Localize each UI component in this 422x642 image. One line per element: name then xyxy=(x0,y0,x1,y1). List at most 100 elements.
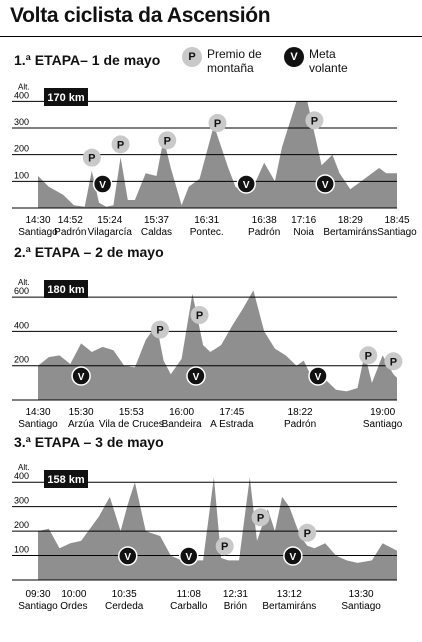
sprint-goal-icon: V xyxy=(236,174,256,194)
time-label: 19:00 xyxy=(370,407,395,418)
time-label: 15:24 xyxy=(97,215,122,226)
place-label: Santiago xyxy=(18,601,58,612)
sprint-goal-icon: V xyxy=(186,366,206,386)
y-tick-label: 200 xyxy=(14,355,29,365)
mountain-prize-circle xyxy=(158,131,177,150)
distance-label: 158 km xyxy=(47,474,85,486)
sprint-goal-icon: V xyxy=(315,174,335,194)
legend-mountain-label: Premio de montaña xyxy=(207,47,297,75)
distance-label: 170 km xyxy=(47,92,85,104)
mountain-prize-icon: P xyxy=(208,114,227,132)
time-label: 17:16 xyxy=(291,215,316,226)
time-label: 15:53 xyxy=(119,407,144,418)
stage-3-title: 3.ª ETAPA – 3 de mayo xyxy=(14,434,164,450)
mountain-prize-symbol: P xyxy=(257,512,264,524)
sprint-goal-symbol: V xyxy=(185,552,192,563)
time-label: 17:45 xyxy=(219,407,244,418)
time-label: 15:37 xyxy=(144,215,169,226)
mountain-prize-symbol: P xyxy=(196,310,203,322)
sprint-goal-symbol: V xyxy=(124,552,131,563)
place-label: Vila de Cruces xyxy=(99,419,164,430)
mountain-prize-symbol: P xyxy=(164,135,171,147)
mountain-prize-icon: P xyxy=(298,523,317,542)
sprint-goal-circle xyxy=(236,174,256,194)
sprint-goal-icon: V xyxy=(118,546,138,566)
mountain-prize-circle xyxy=(190,306,209,324)
place-label: Ordes xyxy=(60,601,87,612)
time-label: 10:00 xyxy=(61,589,86,600)
place-label: Arzúa xyxy=(68,419,95,430)
time-label: 12:31 xyxy=(223,589,248,600)
time-label: 15:30 xyxy=(69,407,94,418)
mountain-prize-icon: P xyxy=(215,537,234,556)
sprint-goal-icon: V xyxy=(179,546,199,566)
sprint-goal-circle xyxy=(71,366,91,386)
place-label: Cerdeda xyxy=(105,601,144,612)
sprint-goal-circle xyxy=(92,174,113,194)
mountain-prize-circle xyxy=(359,346,378,365)
place-label: Santiago xyxy=(18,227,58,238)
mountain-prize-symbol: P xyxy=(221,541,228,553)
sprint-goal-symbol: V xyxy=(193,372,200,383)
place-label: Noia xyxy=(293,227,314,238)
time-label: 13:12 xyxy=(277,589,302,600)
place-label: Brión xyxy=(224,601,247,612)
distance-box xyxy=(44,88,88,106)
y-tick-label: 200 xyxy=(14,520,29,530)
time-label: 18:22 xyxy=(288,407,313,418)
time-label: 18:45 xyxy=(384,215,409,226)
mountain-prize-icon: P xyxy=(158,131,177,150)
sprint-goal-icon: V xyxy=(92,174,113,194)
place-label: Bertamiráns xyxy=(262,601,316,612)
sprint-goal-circle xyxy=(118,546,138,566)
place-label: Bandeira xyxy=(162,419,202,430)
legend-mountain-icon: P xyxy=(182,47,202,67)
time-label: 16:00 xyxy=(169,407,194,418)
y-tick-label: 200 xyxy=(14,144,29,154)
time-label: 14:30 xyxy=(25,215,50,226)
sprint-goal-symbol: V xyxy=(243,180,250,191)
mountain-prize-circle xyxy=(208,114,227,132)
elevation-profile-area xyxy=(38,477,397,580)
mountain-prize-circle xyxy=(111,135,130,154)
sprint-goal-symbol: V xyxy=(290,552,297,563)
y-tick-label: 400 xyxy=(14,471,29,481)
y-tick-label: 600 xyxy=(14,286,29,296)
mountain-prize-icon: P xyxy=(251,508,270,527)
time-label: 16:31 xyxy=(194,215,219,226)
sprint-goal-symbol: V xyxy=(322,180,329,191)
mountain-prize-symbol: P xyxy=(117,139,124,151)
distance-box xyxy=(44,470,88,488)
sprint-goal-circle xyxy=(186,366,206,386)
place-label: Vilagarcía xyxy=(88,227,133,238)
sprint-goal-symbol: V xyxy=(99,180,106,191)
time-label: 11:08 xyxy=(177,589,202,600)
place-label: Padrón xyxy=(284,419,316,430)
mountain-prize-icon: P xyxy=(151,320,170,339)
y-axis-label: Alt. xyxy=(18,463,30,472)
mountain-prize-icon: P xyxy=(82,148,101,167)
sprint-goal-icon: V xyxy=(71,366,91,386)
y-axis-label: Alt. xyxy=(18,278,30,287)
sprint-goal-symbol: V xyxy=(78,372,85,383)
main-title: Volta ciclista da Ascensión xyxy=(10,4,271,27)
mountain-prize-symbol: P xyxy=(304,528,311,540)
time-label: 16:38 xyxy=(252,215,277,226)
place-label: Santiago xyxy=(363,419,403,430)
legend-mountain-line1: Premio de xyxy=(207,47,262,61)
legend-goal-line1: Meta xyxy=(309,47,336,61)
time-label: 14:52 xyxy=(58,215,83,226)
mountain-prize-symbol: P xyxy=(156,325,163,337)
place-label: Santiago xyxy=(18,419,58,430)
title-rule xyxy=(0,36,422,37)
place-label: Santiago xyxy=(377,227,417,238)
place-label: Padrón xyxy=(248,227,280,238)
place-label: A Estrada xyxy=(210,419,254,430)
mountain-prize-icon: P xyxy=(384,352,403,371)
distance-label: 180 km xyxy=(47,284,85,296)
distance-box xyxy=(44,280,88,298)
